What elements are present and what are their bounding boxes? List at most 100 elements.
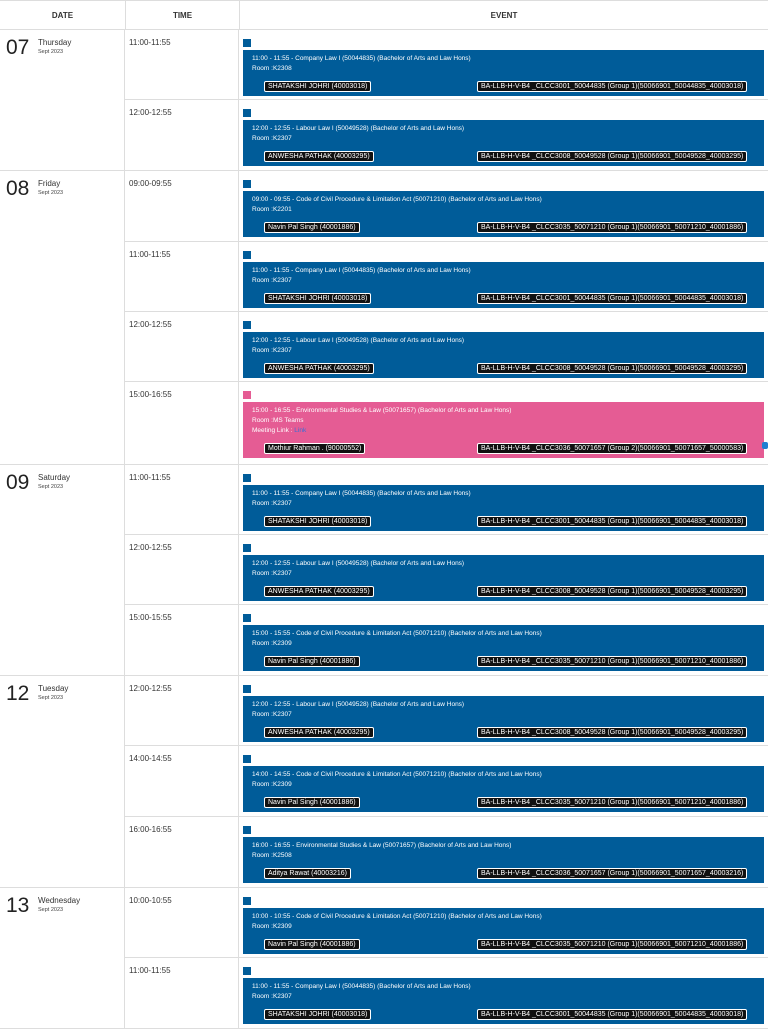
- day-row: 09 Saturday Sept 2023 11:00-11:55 11:00 - 11…: [0, 465, 768, 676]
- event-card[interactable]: 12:00 - 12:55 - Labour Law I (50049528) …: [243, 332, 764, 378]
- event-card[interactable]: 12:00 - 12:55 - Labour Law I (50049528) …: [243, 120, 764, 166]
- group-badge: BA-LLB-H-V-B4 _CLCC3036_50071657 (Group …: [477, 443, 748, 454]
- event-card[interactable]: 09:00 - 09:55 - Code of Civil Procedure …: [243, 191, 764, 237]
- event-title: 11:00 - 11:55 - Company Law I (50044835)…: [252, 55, 471, 62]
- event-card[interactable]: 11:00 - 11:55 - Company Law I (50044835)…: [243, 978, 764, 1024]
- event-title: 10:00 - 10:55 - Code of Civil Procedure …: [252, 913, 542, 920]
- event-card[interactable]: 10:00 - 10:55 - Code of Civil Procedure …: [243, 908, 764, 954]
- time-cell: 09:00-09:55: [125, 171, 239, 241]
- event-card[interactable]: 11:00 - 11:55 - Company Law I (50044835)…: [243, 485, 764, 531]
- group-badge: BA-LLB-H-V-B4 _CLCC3008_50049528 (Group …: [477, 586, 748, 597]
- time-slot-row: 15:00-15:55 15:00 - 15:55 - Code of Civil…: [125, 605, 768, 675]
- event-card[interactable]: 15:00 - 15:55 - Code of Civil Procedure …: [243, 625, 764, 671]
- event-cell: 15:00 - 16:55 - Environmental Studies & …: [239, 382, 768, 464]
- day-row: 13 Wednesday Sept 2023 10:00-10:55 10:00 - 1…: [0, 888, 768, 1029]
- event-title: 11:00 - 11:55 - Company Law I (50044835)…: [252, 983, 471, 990]
- day-row: 12 Tuesday Sept 2023 12:00-12:55 12:00 - 12:…: [0, 676, 768, 888]
- slot-list: 09:00-09:55 09:00 - 09:55 - Code of Civil…: [125, 171, 768, 464]
- weekday-label: Saturday: [38, 473, 71, 482]
- event-card[interactable]: 12:00 - 12:55 - Labour Law I (50049528) …: [243, 696, 764, 742]
- time-slot-row: 11:00-11:55 11:00 - 11:55 - Company Law I…: [125, 465, 768, 535]
- event-room: Room :K2309: [252, 923, 292, 930]
- date-column-header: DATE: [51, 10, 74, 20]
- time-cell: 10:00-10:55: [125, 888, 239, 957]
- meeting-link[interactable]: Link: [294, 427, 307, 434]
- event-color-square-icon: [243, 826, 251, 834]
- faculty-badge: Navin Pal Singh (40001886): [264, 222, 360, 233]
- event-cell: 12:00 - 12:55 - Labour Law I (50049528) …: [239, 535, 768, 604]
- event-room: Room :K2508: [252, 852, 292, 859]
- group-badge: BA-LLB-H-V-B4 _CLCC3001_50044835 (Group …: [477, 293, 748, 304]
- event-cell: 10:00 - 10:55 - Code of Civil Procedure …: [239, 888, 768, 957]
- event-room: Room :K2307: [252, 993, 292, 1000]
- faculty-badge: ANWESHA PATHAK (40003295): [264, 363, 374, 374]
- day-number: 12: [6, 682, 30, 705]
- weekday-label: Tuesday: [38, 684, 69, 693]
- faculty-badge: SHATAKSHI JOHRI (40003018): [264, 293, 372, 304]
- group-badge: BA-LLB-H-V-B4 _CLCC3035_50071210 (Group …: [477, 222, 748, 233]
- slot-list: 11:00-11:55 11:00 - 11:55 - Company Law I…: [125, 30, 768, 170]
- time-slot-row: 10:00-10:55 10:00 - 10:55 - Code of Civil…: [125, 888, 768, 958]
- event-card[interactable]: 16:00 - 16:55 - Environmental Studies & …: [243, 837, 764, 883]
- faculty-badge: SHATAKSHI JOHRI (40003018): [264, 1009, 372, 1020]
- time-cell: 12:00-12:55: [125, 676, 239, 745]
- event-cell: 09:00 - 09:55 - Code of Civil Procedure …: [239, 171, 768, 241]
- event-room: Room :K2307: [252, 711, 292, 718]
- event-color-square-icon: [243, 544, 251, 552]
- faculty-badge: Navin Pal Singh (40001886): [264, 939, 360, 950]
- time-slot-row: 11:00-11:55 11:00 - 11:55 - Company Law I…: [125, 30, 768, 100]
- month-label: Sept 2023: [38, 484, 64, 490]
- event-color-square-icon: [243, 685, 251, 693]
- meeting-link-label: Meeting Link :: [252, 427, 295, 434]
- event-cell: 14:00 - 14:55 - Code of Civil Procedure …: [239, 746, 768, 816]
- table-header: DATE TIME EVENT: [0, 0, 768, 30]
- time-cell: 11:00-11:55: [125, 242, 239, 311]
- time-slot-row: 12:00-12:55 12:00 - 12:55 - Labour Law I …: [125, 535, 768, 605]
- meeting-link-row: Meeting Link : Link: [252, 426, 764, 436]
- event-color-square-icon: [243, 755, 251, 763]
- event-card[interactable]: 11:00 - 11:55 - Company Law I (50044835)…: [243, 50, 764, 96]
- event-title: 14:00 - 14:55 - Code of Civil Procedure …: [252, 771, 542, 778]
- event-cell: 15:00 - 15:55 - Code of Civil Procedure …: [239, 605, 768, 675]
- event-card[interactable]: 11:00 - 11:55 - Company Law I (50044835)…: [243, 262, 764, 308]
- event-color-square-icon: [243, 109, 251, 117]
- month-label: Sept 2023: [38, 49, 64, 55]
- event-title: 12:00 - 12:55 - Labour Law I (50049528) …: [252, 337, 465, 344]
- event-room: Room :K2309: [252, 640, 292, 647]
- event-cell: 16:00 - 16:55 - Environmental Studies & …: [239, 817, 768, 887]
- day-number: 07: [6, 36, 30, 59]
- month-label: Sept 2023: [38, 695, 64, 701]
- event-room: Room :K2307: [252, 347, 292, 354]
- event-cell: 11:00 - 11:55 - Company Law I (50044835)…: [239, 242, 768, 311]
- event-card[interactable]: 14:00 - 14:55 - Code of Civil Procedure …: [243, 766, 764, 812]
- table-body: 07 Thursday Sept 2023 11:00-11:55 11:00 - 11…: [0, 30, 768, 1029]
- day-number: 09: [6, 471, 30, 494]
- faculty-badge: ANWESHA PATHAK (40003295): [264, 727, 374, 738]
- group-badge: BA-LLB-H-V-B4 _CLCC3008_50049528 (Group …: [477, 363, 748, 374]
- faculty-badge: SHATAKSHI JOHRI (40003018): [264, 516, 372, 527]
- weekday-label: Thursday: [38, 38, 72, 47]
- event-room: Room :MS Teams: [252, 417, 304, 424]
- time-cell: 14:00-14:55: [125, 746, 239, 816]
- slot-list: 11:00-11:55 11:00 - 11:55 - Company Law I…: [125, 465, 768, 675]
- event-title: 12:00 - 12:55 - Labour Law I (50049528) …: [252, 125, 465, 132]
- event-cell: 12:00 - 12:55 - Labour Law I (50049528) …: [239, 676, 768, 745]
- event-color-square-icon: [243, 897, 251, 905]
- group-badge: BA-LLB-H-V-B4 _CLCC3001_50044835 (Group …: [477, 81, 748, 92]
- event-room: Room :K2307: [252, 277, 292, 284]
- date-cell: 12 Tuesday Sept 2023: [0, 676, 125, 887]
- event-card[interactable]: 15:00 - 16:55 - Environmental Studies & …: [243, 402, 768, 458]
- time-cell: 11:00-11:55: [125, 30, 239, 99]
- event-title: 11:00 - 11:55 - Company Law I (50044835)…: [252, 490, 471, 497]
- time-cell: 11:00-11:55: [125, 958, 239, 1028]
- faculty-badge: SHATAKSHI JOHRI (40003018): [264, 81, 372, 92]
- faculty-badge: Navin Pal Singh (40001886): [264, 656, 360, 667]
- time-cell: 12:00-12:55: [125, 100, 239, 170]
- event-cell: 12:00 - 12:55 - Labour Law I (50049528) …: [239, 100, 768, 170]
- event-room: Room :K2307: [252, 135, 292, 142]
- time-slot-row: 09:00-09:55 09:00 - 09:55 - Code of Civil…: [125, 171, 768, 242]
- group-badge: BA-LLB-H-V-B4 _CLCC3008_50049528 (Group …: [477, 151, 748, 162]
- group-badge: BA-LLB-H-V-B4 _CLCC3035_50071210 (Group …: [477, 656, 748, 667]
- event-color-square-icon: [243, 967, 251, 975]
- event-card[interactable]: 12:00 - 12:55 - Labour Law I (50049528) …: [243, 555, 764, 601]
